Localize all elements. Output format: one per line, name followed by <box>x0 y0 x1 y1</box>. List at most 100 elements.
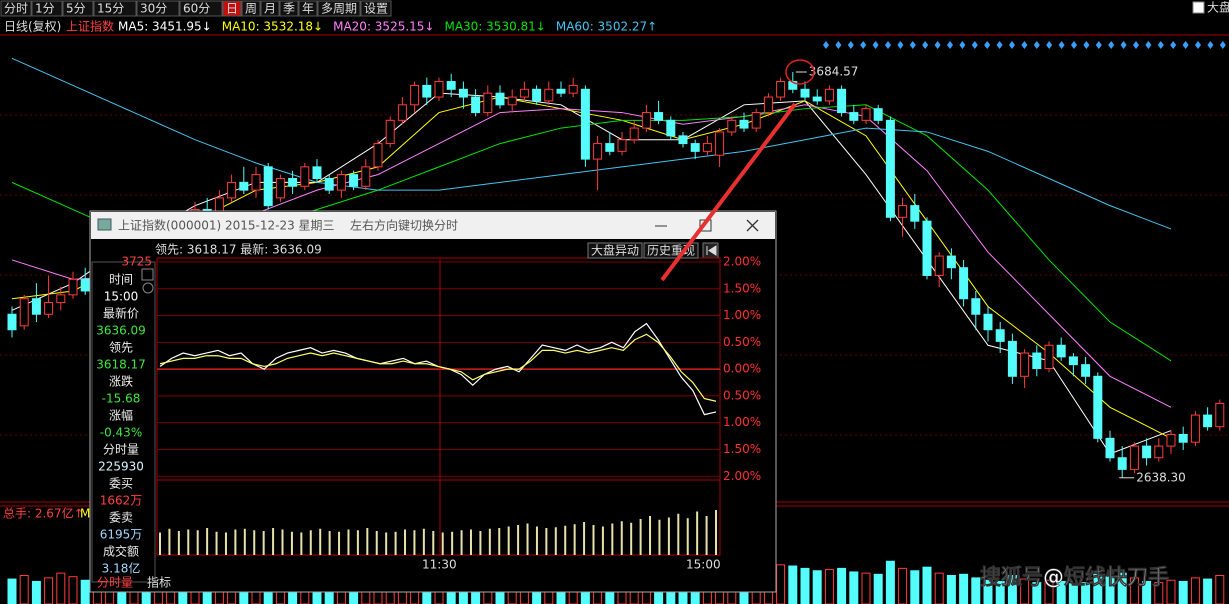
candle-body <box>934 255 944 276</box>
info-label: 领先 <box>109 341 133 355</box>
info-panel <box>91 261 156 583</box>
toolbar-tab-bg[interactable] <box>93 0 137 17</box>
close-panel-icon[interactable] <box>141 268 154 281</box>
signal-marker <box>984 41 991 49</box>
popup-frame <box>89 210 777 593</box>
signal-marker <box>1145 41 1152 49</box>
signal-marker <box>947 41 953 49</box>
toolbar-tab[interactable]: 60分 <box>183 2 210 16</box>
candle-body <box>68 278 78 296</box>
popup-tab[interactable]: 指标 <box>147 575 171 590</box>
candle-body <box>410 84 420 106</box>
toolbar-tab-bg[interactable] <box>31 0 63 17</box>
signal-marker <box>1195 41 1201 49</box>
candle-body <box>946 255 956 269</box>
checkbox[interactable] <box>1192 1 1205 14</box>
toolbar-tab-bg[interactable] <box>241 0 261 17</box>
signal-marker <box>971 41 978 49</box>
toolbar-tab[interactable]: 年 <box>302 2 314 16</box>
volume-bar <box>971 577 981 604</box>
candle-body <box>483 92 493 114</box>
candle-body <box>824 88 834 102</box>
toolbar-tab[interactable]: 周 <box>245 2 257 16</box>
signal-marker <box>1071 41 1077 49</box>
toolbar-tab-bg[interactable] <box>279 0 299 17</box>
candle-body <box>446 81 456 90</box>
toolbar-tab-bg[interactable] <box>360 0 392 17</box>
x-tick-label: 15:00 <box>686 558 721 572</box>
volume-bar <box>1166 579 1176 604</box>
y-tick-label: 1.50% <box>723 281 761 295</box>
candle-body <box>702 143 712 152</box>
candle-body <box>617 139 627 152</box>
candle-body <box>373 143 383 168</box>
popup-tab[interactable]: 分时量 <box>97 576 133 590</box>
toolbar-tab-bg[interactable] <box>62 0 94 17</box>
y-tick-label: 0.50% <box>723 335 761 349</box>
toolbar-right[interactable]: 大盘 <box>1207 0 1229 15</box>
signal-marker <box>897 41 904 49</box>
toolbar-tab[interactable]: 日 <box>226 2 238 16</box>
candle-body <box>995 329 1005 342</box>
toolbar-tab[interactable]: 季 <box>283 2 295 16</box>
price-line <box>159 333 717 402</box>
volume-bar <box>1142 580 1152 604</box>
candle-body <box>751 112 761 129</box>
candle-body <box>471 96 481 114</box>
toolbar-tab-bg[interactable] <box>260 0 280 17</box>
volume-bar <box>1203 578 1213 604</box>
toolbar-tab-bg[interactable] <box>222 0 242 17</box>
volume-bar <box>1117 572 1127 604</box>
signal-marker <box>1133 41 1139 49</box>
info-value: 3618.17 <box>96 358 146 372</box>
toolbar-tab-bg[interactable] <box>179 0 223 17</box>
candle-body <box>1154 445 1164 459</box>
toolbar-tab-bg[interactable] <box>298 0 318 17</box>
signal-marker <box>823 41 829 49</box>
volume-bar <box>824 569 834 604</box>
candle-body <box>1142 445 1152 459</box>
toolbar-tab-bg[interactable] <box>317 0 361 17</box>
toolbar-tab[interactable]: 分时 <box>4 2 28 16</box>
toolbar-tab[interactable]: 5分 <box>66 2 86 16</box>
toolbar-tab-bg[interactable] <box>0 0 32 17</box>
popup-button[interactable] <box>643 242 699 259</box>
candle-body <box>690 143 700 152</box>
signal-marker <box>847 41 854 49</box>
toolbar-tab[interactable]: 30分 <box>140 2 167 16</box>
volume-bar <box>19 575 29 604</box>
axis-top-label: 3725 <box>121 255 152 269</box>
candle-body <box>983 313 993 331</box>
volume-bar <box>1020 578 1030 604</box>
candle-body <box>800 88 810 98</box>
candle-body <box>1190 414 1200 443</box>
info-value: 3.18亿 <box>102 561 141 576</box>
toolbar-tab-bg[interactable] <box>136 0 180 17</box>
toolbar-tab[interactable]: 15分 <box>97 2 124 16</box>
popup-button-label[interactable]: 大盘异动 <box>591 243 639 258</box>
candle-body <box>336 174 346 191</box>
popup-button[interactable] <box>587 242 643 259</box>
close[interactable] <box>746 219 759 232</box>
signal-marker <box>1108 41 1115 49</box>
toolbar-tab[interactable]: 设置 <box>364 2 388 16</box>
volume-bar <box>959 573 969 604</box>
toolbar-tab[interactable]: 多周期 <box>321 2 357 16</box>
y-tick-label: 2.00% <box>723 254 761 268</box>
toolbar-tab[interactable]: 月 <box>264 2 276 16</box>
candle-body <box>641 112 651 129</box>
candle-body <box>629 127 639 141</box>
volume-bar <box>1032 582 1042 604</box>
info-label: 委买 <box>109 477 133 491</box>
toolbar-tab[interactable]: 1分 <box>35 2 55 16</box>
candle-body <box>31 298 41 315</box>
volume-bar <box>80 579 90 604</box>
candle-body <box>44 302 54 315</box>
candle-body <box>251 174 261 191</box>
candle-body <box>1068 356 1078 366</box>
candle-body <box>910 205 920 222</box>
info-label: 分时量 <box>103 443 139 457</box>
volume-bar <box>1215 575 1225 604</box>
settings-icon[interactable] <box>142 282 154 294</box>
candle-body <box>1044 344 1054 370</box>
